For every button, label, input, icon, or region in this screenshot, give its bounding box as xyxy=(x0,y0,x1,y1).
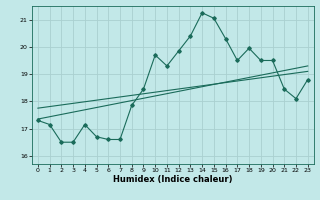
X-axis label: Humidex (Indice chaleur): Humidex (Indice chaleur) xyxy=(113,175,233,184)
